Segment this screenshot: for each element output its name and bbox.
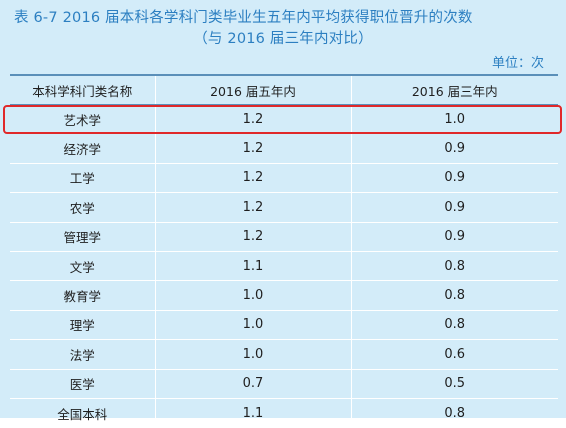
discipline-cell: 管理学: [10, 222, 155, 252]
table-row-total: 全国本科 1.1 0.8: [10, 398, 558, 428]
header-row: 本科学科门类名称 2016 届五年内 2016 届三年内: [10, 74, 558, 105]
five-year-cell: 1.0: [154, 310, 351, 341]
three-year-cell: 0.5: [350, 369, 558, 399]
five-year-cell: 1.2: [154, 192, 351, 223]
five-year-cell: 1.2: [154, 133, 351, 164]
three-year-cell: 0.9: [350, 163, 558, 194]
table-row: 艺术学 1.2 1.0: [10, 104, 558, 135]
five-year-cell: 1.0: [154, 339, 351, 370]
discipline-cell: 理学: [10, 310, 155, 341]
discipline-cell: 全国本科: [10, 398, 155, 428]
five-year-cell: 1.0: [154, 280, 351, 311]
five-year-cell: 1.2: [154, 222, 351, 252]
header-five-year: 2016 届五年内: [154, 74, 351, 105]
three-year-cell: 0.8: [350, 398, 558, 428]
three-year-cell: 1.0: [350, 104, 558, 135]
discipline-cell: 经济学: [10, 133, 155, 164]
discipline-cell: 农学: [10, 192, 155, 223]
header-discipline: 本科学科门类名称: [10, 74, 155, 105]
three-year-cell: 0.9: [350, 192, 558, 223]
table-row: 工学 1.2 0.9: [10, 163, 558, 194]
table-subtitle: （与 2016 届三年内对比）: [193, 31, 373, 47]
five-year-cell: 0.7: [154, 369, 351, 399]
three-year-cell: 0.8: [350, 310, 558, 341]
promotion-table: 本科学科门类名称 2016 届五年内 2016 届三年内 艺术学 1.2 1.0…: [10, 74, 558, 428]
table-row: 教育学 1.0 0.8: [10, 280, 558, 311]
table-row: 管理学 1.2 0.9: [10, 222, 558, 252]
discipline-cell: 工学: [10, 163, 155, 194]
header-three-year: 2016 届三年内: [350, 74, 558, 105]
three-year-cell: 0.8: [350, 251, 558, 282]
discipline-cell: 医学: [10, 369, 155, 399]
table-row: 理学 1.0 0.8: [10, 310, 558, 341]
three-year-cell: 0.9: [350, 133, 558, 164]
discipline-cell: 教育学: [10, 280, 155, 311]
table-row: 经济学 1.2 0.9: [10, 133, 558, 164]
table-row: 农学 1.2 0.9: [10, 192, 558, 223]
table-caption: 表 6-7 2016 届本科各学科门类毕业生五年内平均获得职位晋升的次数 （与 …: [0, 0, 566, 60]
table-row: 文学 1.1 0.8: [10, 251, 558, 282]
unit-label: 单位：次: [491, 56, 544, 71]
five-year-cell: 1.2: [154, 104, 351, 135]
discipline-cell: 艺术学: [10, 104, 155, 135]
five-year-cell: 1.1: [154, 398, 351, 428]
three-year-cell: 0.9: [350, 222, 558, 252]
three-year-cell: 0.8: [350, 280, 558, 311]
discipline-cell: 文学: [10, 251, 155, 282]
three-year-cell: 0.6: [350, 339, 558, 370]
five-year-cell: 1.1: [154, 251, 351, 282]
table-title: 表 6-7 2016 届本科各学科门类毕业生五年内平均获得职位晋升的次数: [14, 10, 473, 26]
table-row: 医学 0.7 0.5: [10, 369, 558, 399]
five-year-cell: 1.2: [154, 163, 351, 194]
discipline-cell: 法学: [10, 339, 155, 370]
table-row: 法学 1.0 0.6: [10, 339, 558, 370]
